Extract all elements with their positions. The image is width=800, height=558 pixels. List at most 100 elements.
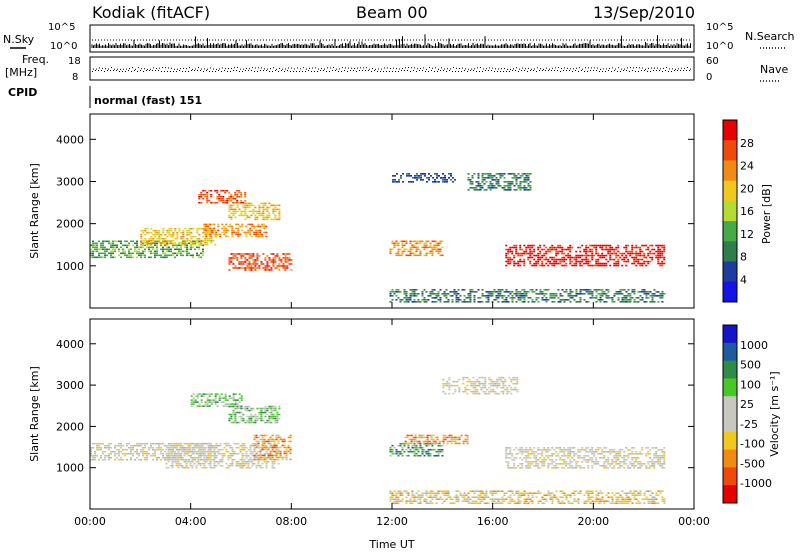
range-cell [220, 459, 222, 461]
range-cell [527, 461, 529, 463]
range-cell [563, 253, 565, 255]
range-cell [641, 289, 643, 291]
range-cell [238, 416, 240, 418]
range-cell [184, 228, 186, 230]
range-cell [449, 435, 451, 437]
range-cell [92, 455, 94, 457]
range-cell [284, 257, 286, 259]
range-cell [236, 447, 238, 449]
nave-point [324, 69, 325, 70]
range-cell [555, 465, 557, 467]
range-cell [559, 293, 561, 295]
range-cell [190, 443, 192, 445]
range-cell [144, 240, 146, 242]
range-cell [236, 408, 238, 410]
range-cell [214, 449, 216, 451]
range-cell [611, 463, 613, 465]
range-cell [228, 455, 230, 457]
nave-point [111, 67, 112, 68]
range-cell [223, 228, 225, 230]
range-cell [406, 175, 408, 177]
range-cell [182, 238, 184, 240]
range-cell [130, 249, 132, 251]
range-cell [222, 198, 224, 200]
range-cell [207, 234, 209, 236]
range-cell [633, 289, 635, 291]
range-cell [190, 447, 192, 449]
range-cell [142, 253, 144, 255]
range-cell [244, 253, 246, 255]
range-cell [244, 211, 246, 213]
range-cell [613, 467, 615, 469]
range-cell [575, 261, 577, 263]
range-cell [190, 445, 192, 447]
range-cell [645, 261, 647, 263]
nave-point [471, 69, 472, 70]
freq-point [143, 71, 144, 72]
range-cell [571, 451, 573, 453]
range-cell [200, 240, 202, 242]
range-cell [393, 447, 395, 449]
range-cell [204, 190, 206, 192]
range-cell [228, 196, 230, 198]
range-cell [539, 291, 541, 293]
freq-point [431, 70, 432, 71]
range-cell [276, 219, 278, 221]
range-cell [607, 457, 609, 459]
range-cell [585, 461, 587, 463]
range-cell [436, 173, 438, 175]
range-cell [412, 177, 414, 179]
range-cell [286, 459, 288, 461]
range-cell [211, 393, 213, 395]
range-cell [575, 289, 577, 291]
range-cell [260, 451, 262, 453]
range-cell [232, 449, 234, 451]
range-cell [583, 263, 585, 265]
range-cell [196, 232, 198, 234]
range-cell [537, 453, 539, 455]
range-cell [569, 449, 571, 451]
range-cell [509, 447, 511, 449]
freq-point [509, 71, 510, 72]
range-cell [487, 299, 489, 301]
range-cell [623, 295, 625, 297]
range-cell [262, 455, 264, 457]
freq-point [131, 71, 132, 72]
freq-point [443, 70, 444, 71]
range-cell [114, 245, 116, 247]
range-cell [441, 255, 443, 257]
range-cell [501, 295, 503, 297]
range-cell [216, 451, 218, 453]
range-cell [126, 241, 128, 243]
range-cell [585, 249, 587, 251]
range-cell [218, 196, 220, 198]
range-cell [553, 295, 555, 297]
range-cell [104, 255, 106, 257]
range-cell [409, 299, 411, 301]
range-cell [448, 173, 450, 175]
range-cell [284, 439, 286, 441]
range-cell [407, 455, 409, 457]
range-cell [166, 257, 168, 259]
range-cell [240, 196, 242, 198]
freq-point [161, 71, 162, 72]
range-cell [469, 297, 471, 299]
range-cell [278, 451, 280, 453]
range-cell [198, 457, 200, 459]
range-cell [178, 228, 180, 230]
colorbar-tick-label: 28 [740, 137, 754, 150]
range-cell [401, 447, 403, 449]
range-cell [140, 253, 142, 255]
range-cell [210, 449, 212, 451]
range-cell [409, 253, 411, 255]
freq-point [299, 71, 300, 72]
range-cell [241, 224, 243, 226]
range-cell [264, 443, 266, 445]
range-cell [403, 293, 405, 295]
range-cell [172, 455, 174, 457]
range-cell [220, 453, 222, 455]
range-cell [545, 459, 547, 461]
range-cell [635, 261, 637, 263]
range-cell [488, 177, 490, 179]
range-cell [290, 441, 292, 443]
